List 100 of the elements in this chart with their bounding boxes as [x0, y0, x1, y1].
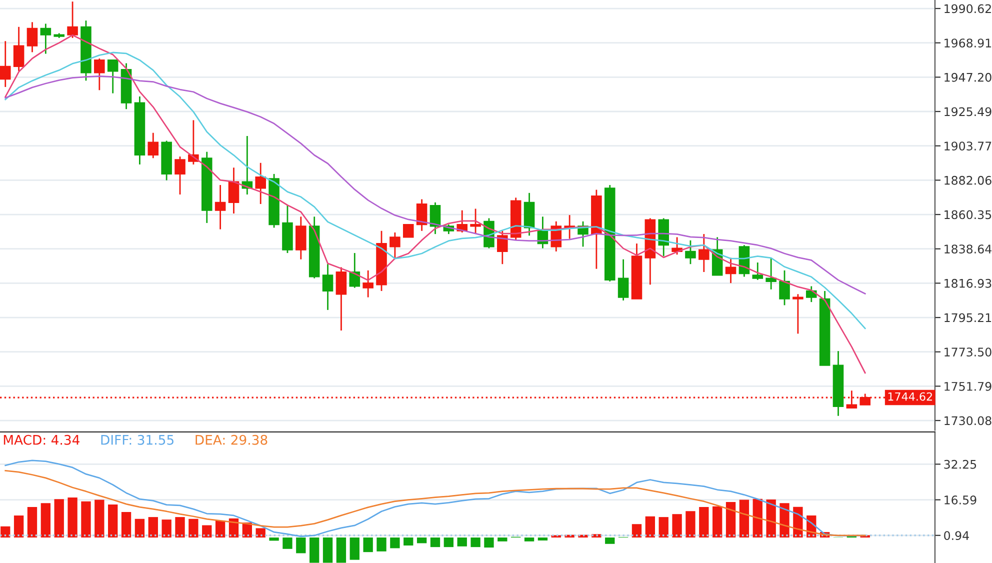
y-tick-label: 1838.64: [944, 244, 992, 254]
bar: [430, 538, 440, 548]
candlestick: [349, 252, 360, 289]
bar: [416, 538, 427, 544]
bar: [376, 538, 386, 552]
candlestick: [685, 240, 696, 265]
y-tick-label: 1947.20: [944, 72, 992, 82]
candlestick: [792, 293, 804, 334]
candlestick: [148, 132, 159, 159]
candlestick: [430, 202, 441, 235]
bar: [322, 538, 333, 563]
bar: [390, 538, 400, 548]
candlestick: [470, 208, 481, 235]
bar: [27, 507, 38, 538]
bar: [739, 500, 750, 538]
y-tick-label: 1795.21: [944, 313, 992, 322]
y-tick-label: 1968.91: [944, 38, 992, 48]
bar: [350, 538, 360, 560]
candlestick: [214, 184, 226, 230]
candlestick: [806, 286, 817, 303]
line-series: [4, 76, 866, 294]
candlestick: [698, 233, 710, 273]
bar: [363, 538, 373, 552]
candlestick: [322, 263, 334, 311]
y-tick-label: 1816.93: [944, 278, 992, 288]
bar: [54, 499, 64, 538]
candlestick: [174, 156, 186, 196]
candlestick: [362, 270, 374, 298]
y-tick-label: 1990.62: [944, 4, 991, 14]
bar: [202, 525, 212, 538]
bar: [524, 538, 534, 542]
candlestick: [228, 166, 240, 214]
bar: [215, 520, 226, 538]
bar: [175, 517, 185, 538]
candlestick: [416, 198, 428, 232]
bar: [752, 498, 762, 538]
candlestick: [94, 58, 105, 91]
candlestick: [107, 59, 118, 94]
bar: [282, 538, 292, 549]
bar: [94, 500, 104, 538]
ref-line-label: 1744.62: [888, 392, 932, 401]
bar: [40, 503, 51, 538]
bar: [538, 538, 548, 540]
candlestick: [67, 0, 78, 39]
bar: [632, 524, 642, 538]
bar: [296, 538, 306, 554]
bar: [134, 518, 145, 538]
bar: [162, 520, 172, 538]
bar: [726, 502, 736, 538]
candlestick: [672, 236, 682, 256]
y-tick-label: 1730.08: [944, 416, 992, 426]
bar: [645, 516, 656, 538]
candlestick: [0, 40, 11, 88]
bar: [457, 538, 467, 546]
candlestick: [402, 224, 414, 238]
bar: [14, 515, 24, 538]
bar: [444, 538, 454, 548]
bar: [498, 538, 508, 542]
candlestick: [725, 257, 736, 284]
y-tick-label: 32.25: [944, 460, 976, 469]
bar: [148, 517, 158, 538]
candlestick: [296, 216, 306, 260]
candlestick: [766, 257, 776, 290]
candlestick: [255, 162, 266, 205]
bar: [81, 501, 91, 538]
bar: [672, 514, 682, 538]
y-tick-label: 1925.49: [944, 107, 992, 116]
y-tick-label: 0.94: [944, 531, 969, 540]
y-tick-label: 16.59: [944, 496, 976, 504]
y-tick-label: 1903.77: [944, 142, 992, 151]
bar: [712, 506, 722, 538]
bar: [0, 526, 10, 538]
bar: [686, 511, 696, 538]
candlestick: [618, 258, 629, 302]
y-tick-label: 1751.79: [944, 382, 992, 391]
text: MACD: 4.34: [4, 434, 80, 445]
candlestick: [26, 21, 38, 53]
bar: [269, 538, 279, 541]
bar: [484, 538, 494, 548]
bar: [766, 500, 776, 538]
y-tick-label: 1773.50: [944, 348, 992, 357]
y-tick-label: 1882.06: [944, 176, 992, 185]
bar: [605, 538, 615, 544]
bar: [188, 518, 198, 538]
line-series: [4, 52, 866, 330]
text: DEA: 29.38: [196, 434, 268, 445]
text: DIFF: 31.55: [101, 434, 174, 445]
bar: [404, 538, 414, 546]
bar: [108, 504, 118, 538]
bar: [336, 538, 346, 563]
candlestick: [13, 26, 24, 72]
bar: [658, 517, 668, 538]
bar: [470, 538, 480, 548]
bar: [699, 507, 709, 538]
bar: [310, 538, 320, 563]
bar: [256, 528, 266, 538]
candlestick: [497, 230, 508, 265]
y-tick-label: 1860.35: [944, 210, 992, 220]
candlestick: [336, 266, 347, 332]
candlestick: [752, 262, 764, 281]
